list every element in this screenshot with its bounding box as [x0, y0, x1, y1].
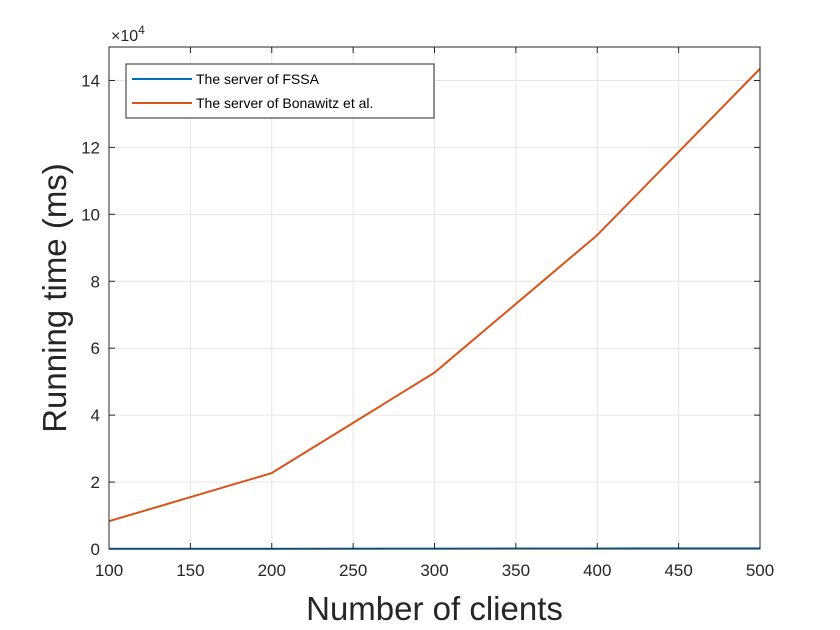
legend-entry-bonawitz: The server of Bonawitz et al.	[196, 95, 373, 111]
y-axis-title: Running time (ms)	[36, 163, 73, 433]
y-exponent-base: ×10	[111, 28, 138, 45]
x-tick-label: 400	[583, 561, 611, 580]
y-tick-label: 10	[81, 205, 100, 224]
x-tick-label: 350	[502, 561, 530, 580]
y-tick-label: 2	[91, 473, 100, 492]
y-tick-label: 8	[91, 272, 100, 291]
x-tick-label: 250	[339, 561, 367, 580]
y-exponent-power: 4	[138, 23, 145, 37]
x-tick-label: 200	[258, 561, 286, 580]
y-tick-label: 14	[81, 71, 100, 90]
x-tick-label: 500	[746, 561, 774, 580]
axis-ticks: 100 150 200 250 300 350 400 450 500 0 2 4 6 8 10 12 14	[81, 47, 774, 580]
x-tick-label: 300	[420, 561, 448, 580]
x-axis-title: Number of clients	[306, 590, 563, 627]
y-tick-label: 0	[91, 540, 100, 559]
legend-entry-fssa: The server of FSSA	[196, 71, 320, 87]
y-tick-label: 12	[81, 138, 100, 157]
legend-box	[125, 63, 435, 119]
y-tick-label: 6	[91, 339, 100, 358]
x-tick-label: 450	[664, 561, 692, 580]
y-tick-label: 4	[91, 406, 100, 425]
x-tick-label: 150	[176, 561, 204, 580]
x-tick-label: 100	[95, 561, 123, 580]
legend: The server of FSSA The server of Bonawit…	[125, 63, 435, 119]
series-line-bonawitz	[108, 68, 761, 523]
y-exponent-label: ×104	[111, 23, 145, 45]
